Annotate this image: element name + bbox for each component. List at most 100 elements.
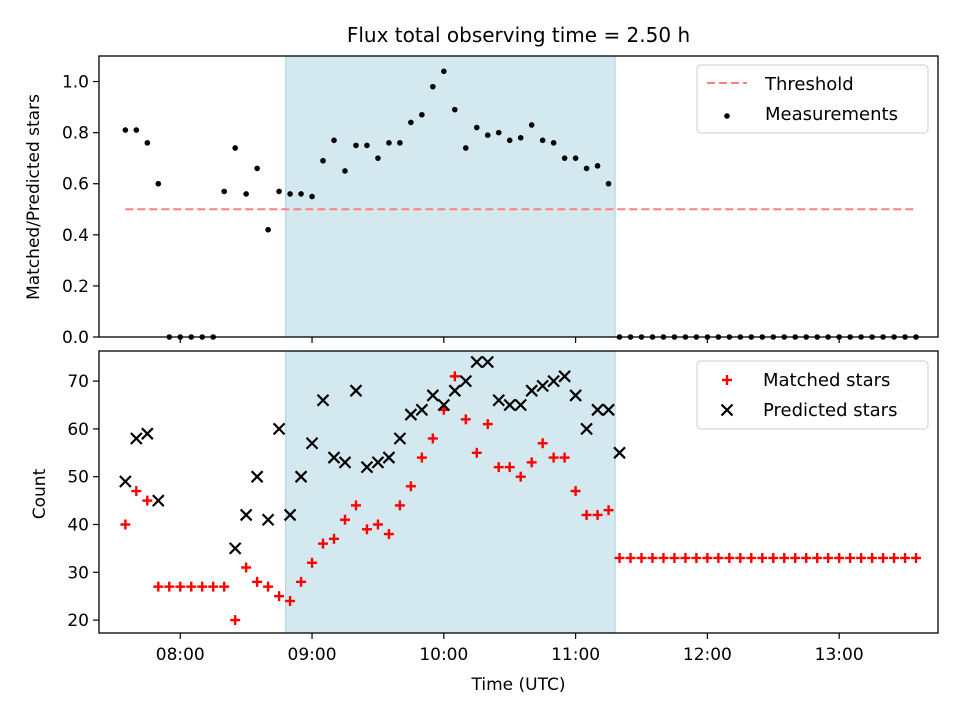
matched-point	[647, 552, 658, 563]
matched-point	[669, 552, 680, 563]
predicted-point	[261, 513, 275, 526]
cross-b	[272, 422, 286, 436]
matched-point	[889, 552, 900, 563]
matched-point	[911, 552, 922, 563]
predicted-point	[152, 494, 165, 507]
matched-point	[329, 533, 340, 544]
cross-b	[261, 513, 275, 526]
predicted-point	[316, 393, 330, 407]
bottom-y-tick-label: 70	[67, 372, 89, 392]
predicted-point	[580, 422, 593, 436]
cross-b	[404, 408, 418, 421]
measurement-point	[441, 68, 447, 75]
matched-point	[603, 505, 614, 516]
matched-point	[471, 447, 482, 458]
chart-title: Flux total observing time = 2.50 h	[347, 23, 690, 47]
predicted-point	[481, 355, 495, 369]
top-panel: 0.0 0.2 0.4 0.6 0.8 1.0 Matched/Predicted sta…	[24, 55, 939, 348]
measurement-point	[144, 140, 151, 146]
predicted-point	[119, 475, 132, 488]
predicted-point	[305, 436, 319, 450]
legend-matched-label: Matched stars	[763, 370, 890, 391]
matched-point	[625, 552, 636, 563]
matched-point	[460, 414, 471, 425]
cross-b	[525, 384, 538, 397]
top-legend: Threshold Measurements	[696, 64, 929, 134]
top-y-tick-label: 1.0	[62, 73, 89, 93]
matched-point	[285, 595, 296, 606]
predicted-point	[404, 408, 418, 421]
measurement-point	[462, 145, 469, 151]
predicted-point	[514, 398, 527, 412]
measurement-point	[122, 127, 129, 133]
matched-point	[614, 552, 625, 563]
measurement-point	[133, 127, 140, 133]
matched-point	[636, 552, 647, 563]
legend-matched-swatch	[722, 375, 732, 385]
measurement-point	[232, 145, 238, 151]
cross-b	[613, 446, 626, 460]
predicted-point	[503, 398, 516, 412]
matched-point	[581, 509, 592, 520]
top-y-tick-label: 0.0	[62, 328, 89, 348]
measurement-point	[375, 155, 381, 161]
cross-b	[360, 460, 374, 474]
top-y-axis: 0.0 0.2 0.4 0.6 0.8 1.0	[62, 73, 99, 348]
measurement-point	[594, 163, 601, 169]
matched-point	[361, 524, 372, 535]
predicted-point	[250, 470, 264, 483]
predicted-point	[613, 446, 626, 460]
cross-b	[569, 389, 582, 402]
cross-b	[305, 436, 319, 450]
cross-b	[492, 393, 506, 407]
top-observing-window	[285, 55, 616, 338]
bottom-observing-window	[285, 350, 616, 634]
matched-point	[812, 552, 823, 563]
matched-point	[713, 552, 724, 563]
measurement-point	[430, 83, 436, 90]
bottom-x-tick-label: 12:00	[683, 645, 732, 665]
measurement-point	[309, 193, 315, 200]
matched-point	[142, 495, 153, 506]
matched-point	[372, 519, 383, 530]
top-axes-frame	[98, 55, 939, 338]
bottom-y-tick-label: 50	[67, 468, 89, 488]
matched-point	[504, 462, 515, 473]
matched-point	[131, 486, 142, 497]
cross-b	[316, 393, 330, 407]
top-y-tick-label: 0.8	[62, 124, 89, 144]
cross-b	[448, 384, 462, 397]
matched-point	[383, 529, 394, 540]
cross-b	[514, 398, 527, 412]
bottom-y-tick-label: 20	[67, 611, 89, 631]
measurement-point	[320, 157, 326, 164]
matched-point	[230, 615, 241, 626]
predicted-point	[360, 460, 374, 474]
matched-point	[186, 581, 197, 592]
predicted-point	[525, 384, 538, 397]
measurement-point	[572, 155, 579, 161]
matched-point	[680, 552, 691, 563]
measurement-point	[254, 165, 260, 172]
bottom-y-tick-label: 30	[67, 563, 89, 583]
matched-point	[823, 552, 834, 563]
measurement-point	[484, 132, 491, 138]
bottom-x-tick-label: 11:00	[551, 645, 600, 665]
matched-point	[691, 552, 702, 563]
measurement-point	[342, 168, 348, 174]
measurement-point	[408, 119, 414, 126]
bottom-x-tick-label: 13:00	[815, 645, 864, 665]
predicted-point	[415, 403, 429, 417]
matched-point	[526, 457, 537, 468]
predicted-point	[437, 398, 451, 412]
cross-b	[152, 494, 165, 507]
matched-point	[900, 552, 911, 563]
measurement-point	[364, 142, 370, 149]
measurement-point	[419, 111, 425, 118]
measurement-point	[298, 191, 304, 197]
matched-point	[493, 462, 504, 473]
cross-b	[602, 403, 615, 417]
top-y-tick-label: 0.6	[62, 175, 89, 195]
matched-point	[405, 481, 416, 492]
